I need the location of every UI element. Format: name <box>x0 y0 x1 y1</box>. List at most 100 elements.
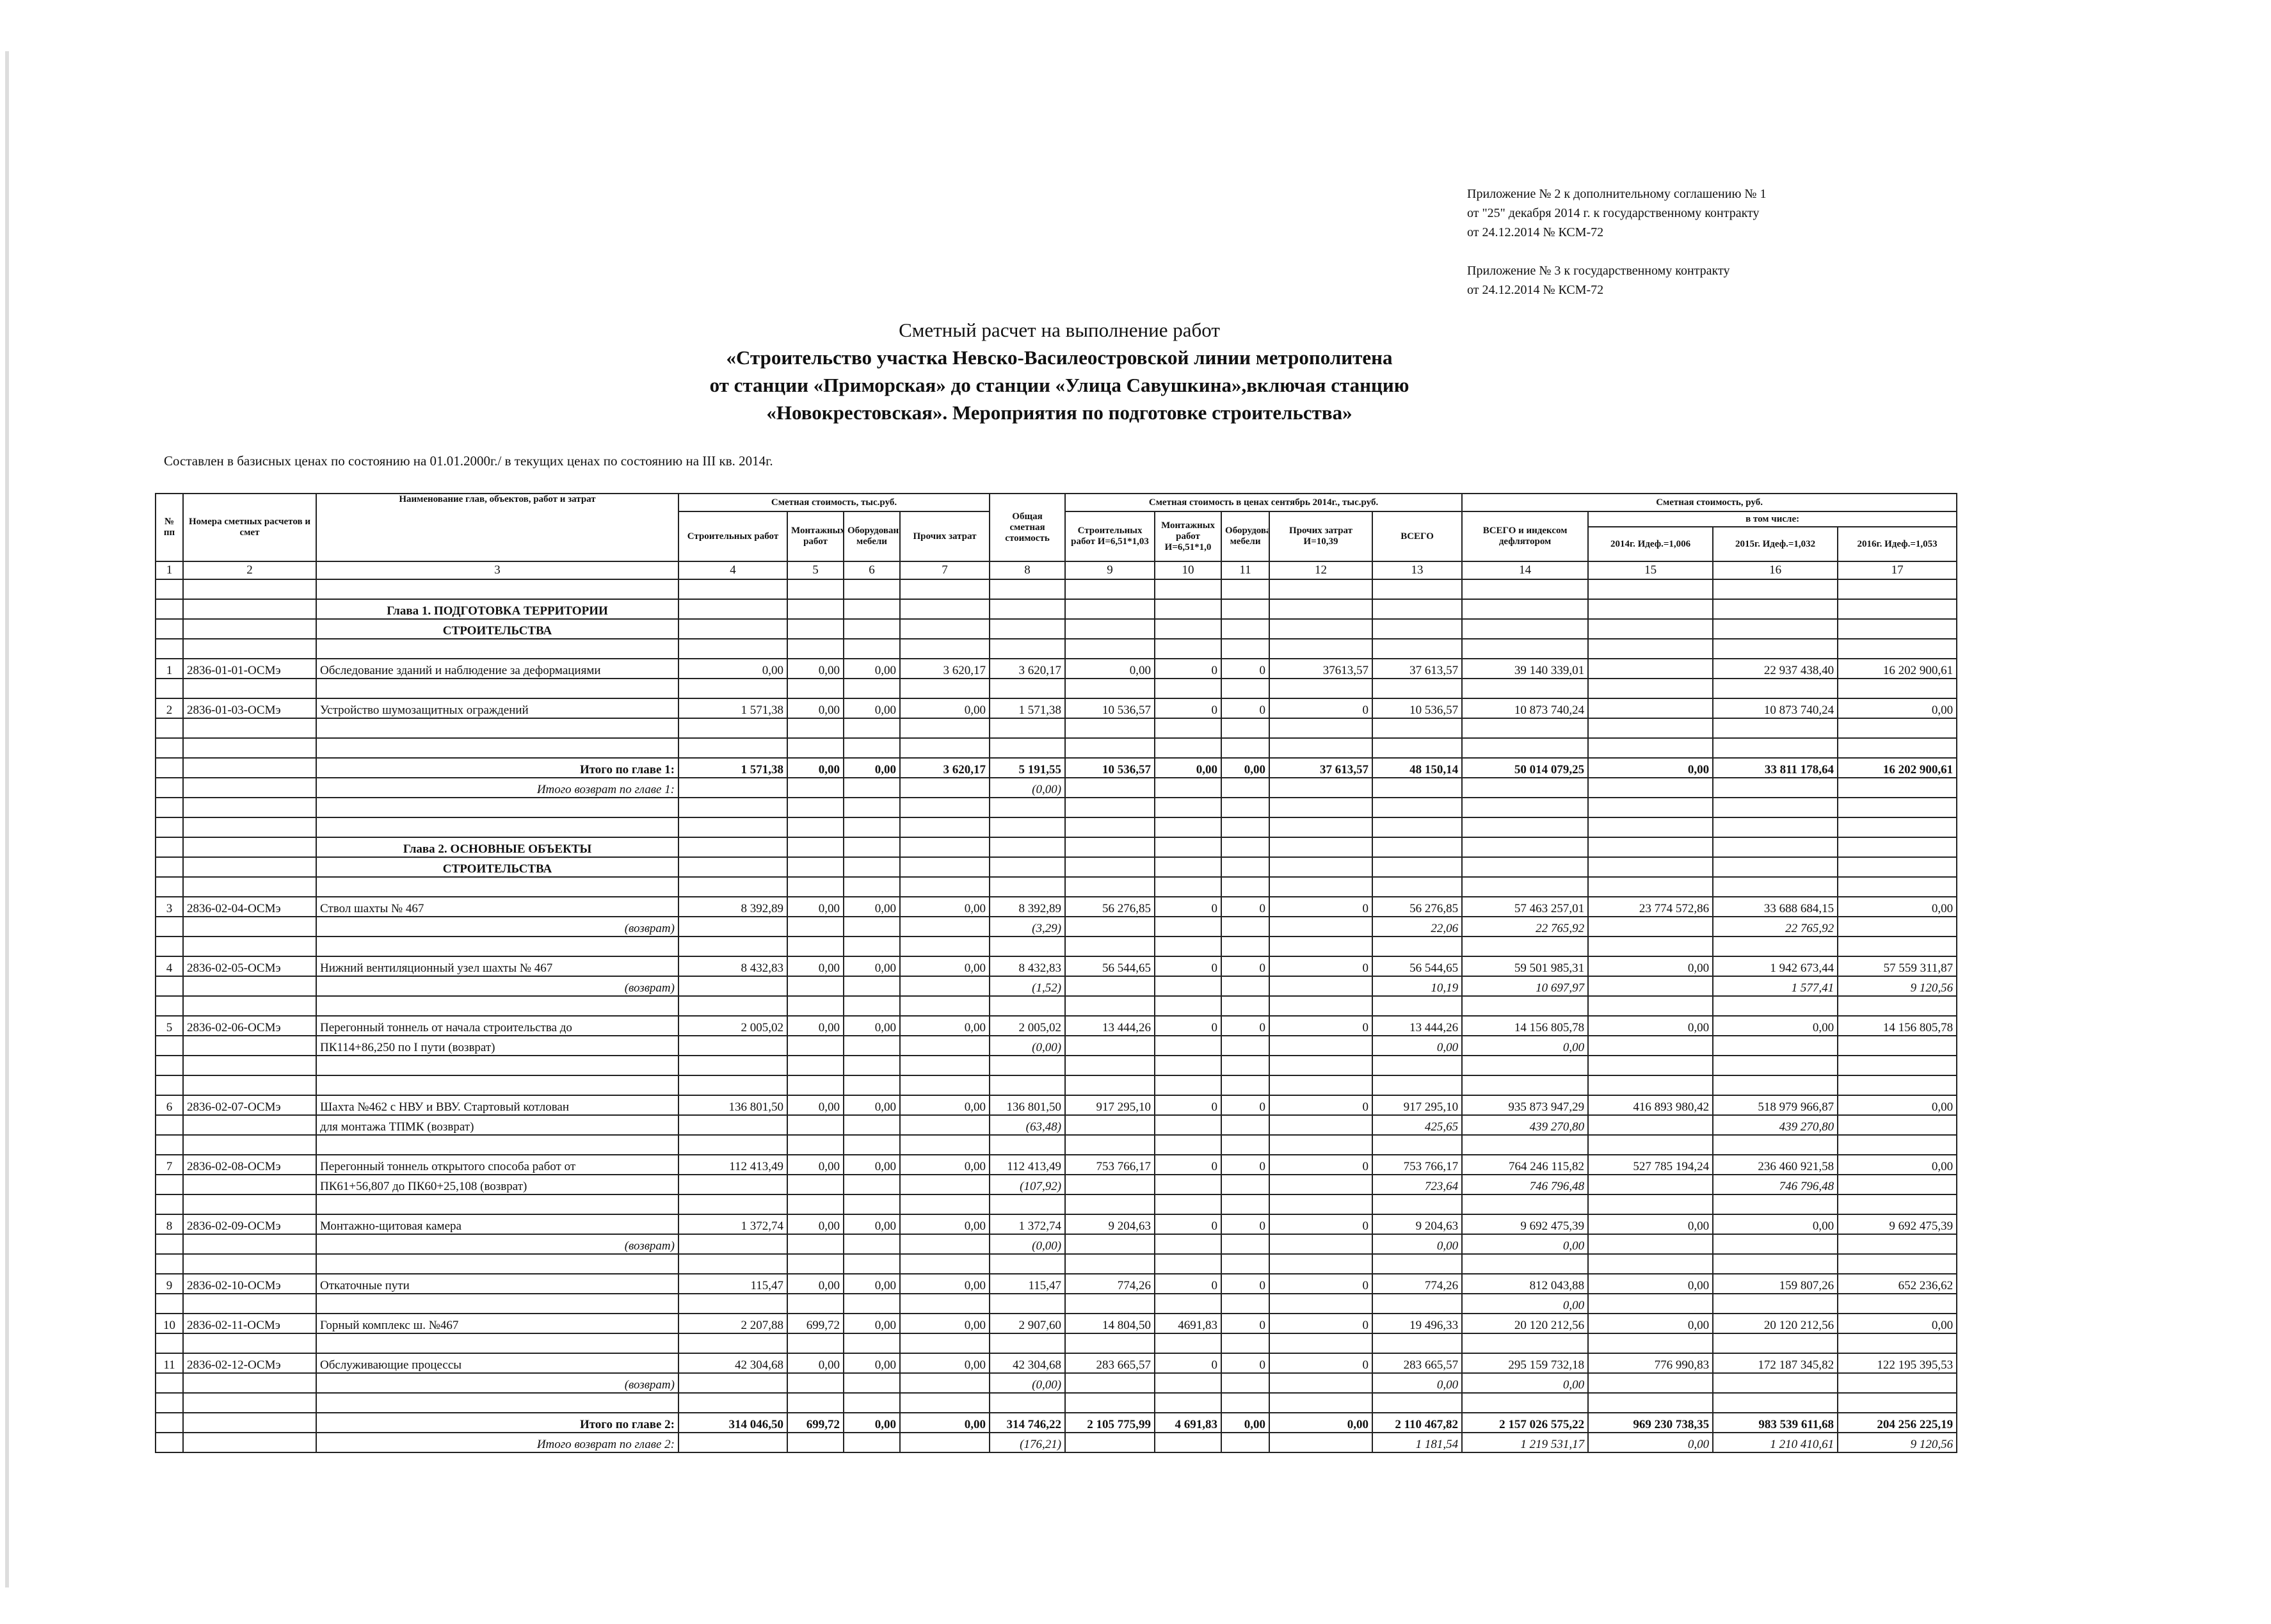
cell <box>843 718 901 739</box>
header-cell: Общая сметная стоимость <box>989 493 1066 562</box>
cell <box>182 1134 317 1155</box>
cell <box>1587 856 1714 878</box>
cell <box>1587 658 1714 679</box>
column-number: 15 <box>1587 561 1714 580</box>
cell: 8 392,89 <box>989 896 1066 917</box>
cell <box>899 618 991 639</box>
cell: (возврат) <box>316 976 679 997</box>
header-cell: № пп <box>155 493 184 562</box>
cell <box>899 1174 991 1195</box>
cell: 4691,83 <box>1154 1313 1223 1334</box>
cell: 2 207,88 <box>678 1313 788 1334</box>
cell <box>1221 1055 1271 1076</box>
cell <box>1269 1055 1374 1076</box>
cell <box>843 856 901 878</box>
cell <box>155 599 184 620</box>
cell: 112 413,49 <box>678 1154 788 1175</box>
cell <box>182 1412 317 1433</box>
cell <box>182 1253 317 1274</box>
table-row: Глава 1. ПОДГОТОВКА ТЕРРИТОРИИ <box>155 599 1958 620</box>
cell <box>1587 1234 1714 1255</box>
cell <box>1461 579 1589 600</box>
header-row: 2014г. Идеф.=1,006 2015г. Идеф.=1,032 20… <box>156 526 1958 562</box>
cell <box>1461 678 1589 699</box>
cell <box>316 936 679 957</box>
cell: 5 <box>155 1015 184 1036</box>
cell <box>1221 777 1271 798</box>
cell: 2836-01-03-ОСМэ <box>182 698 317 719</box>
cell: 0,00 <box>843 1095 901 1116</box>
cell <box>899 1055 991 1076</box>
cell: 20 120 212,56 <box>1461 1313 1589 1334</box>
column-number: 1 <box>155 561 184 580</box>
cell <box>1587 876 1714 897</box>
cell: 115,47 <box>678 1273 788 1294</box>
cell <box>155 916 184 937</box>
cell <box>1587 976 1714 997</box>
cell <box>1712 876 1839 897</box>
cell <box>899 1134 991 1155</box>
cell <box>1461 1055 1589 1076</box>
cell: 746 796,48 <box>1712 1174 1839 1195</box>
cell <box>182 1234 317 1255</box>
cell: 1 942 673,44 <box>1712 956 1839 977</box>
cell <box>1372 579 1463 600</box>
cell <box>1269 976 1374 997</box>
cell: 2836-02-12-ОСМэ <box>182 1353 317 1374</box>
cell <box>1064 1432 1156 1453</box>
cell <box>1712 718 1839 739</box>
cell <box>1461 856 1589 878</box>
header-cell: ВСЕГО и индексом дефлятором <box>1461 511 1589 562</box>
cell <box>1837 837 1958 858</box>
header-cell: Прочих затрат <box>899 511 991 562</box>
cell <box>1461 837 1589 858</box>
cell <box>1372 638 1463 659</box>
cell <box>1221 638 1271 659</box>
cell <box>1712 1134 1839 1155</box>
cell: (107,92) <box>989 1174 1066 1195</box>
column-number: 17 <box>1837 561 1958 580</box>
cell: Итого по главе 2: <box>316 1412 679 1433</box>
cell <box>787 1194 844 1215</box>
cell <box>1269 797 1374 818</box>
cell <box>989 638 1066 659</box>
cell <box>1221 976 1271 997</box>
cell <box>1154 1432 1223 1453</box>
cell <box>1587 1333 1714 1354</box>
cell <box>1712 737 1839 759</box>
cell <box>1221 737 1271 759</box>
cell: 0 <box>1269 1353 1374 1374</box>
cell: 14 804,50 <box>1064 1313 1156 1334</box>
cell <box>1154 995 1223 1017</box>
cell <box>1461 1392 1589 1413</box>
cell <box>1064 797 1156 818</box>
cell <box>843 1174 901 1195</box>
cell: 753 766,17 <box>1372 1154 1463 1175</box>
cell <box>155 1372 184 1394</box>
table-row <box>155 1134 1958 1155</box>
cell <box>678 995 788 1017</box>
cell: 0 <box>1269 1214 1374 1235</box>
cell <box>1154 1035 1223 1056</box>
cell <box>1269 1293 1374 1314</box>
table-row <box>155 678 1958 699</box>
cell <box>1587 1174 1714 1195</box>
cell <box>1064 1372 1156 1394</box>
cell <box>1221 1392 1271 1413</box>
cell <box>1587 1194 1714 1215</box>
cell <box>899 1194 991 1215</box>
cell <box>1064 916 1156 937</box>
cell: 1 <box>155 658 184 679</box>
cell: 0,00 <box>1837 896 1958 917</box>
cell <box>787 1055 844 1076</box>
cell <box>989 856 1066 878</box>
cell: (0,00) <box>989 1372 1066 1394</box>
cell <box>843 618 901 639</box>
cell <box>989 618 1066 639</box>
cell: 518 979 966,87 <box>1712 1095 1839 1116</box>
cell: 314 746,22 <box>989 1412 1066 1433</box>
column-number: 11 <box>1221 561 1271 580</box>
cell: 3 <box>155 896 184 917</box>
header-cell: Прочих затрат И=10,39 <box>1269 511 1374 562</box>
column-number: 14 <box>1461 561 1589 580</box>
